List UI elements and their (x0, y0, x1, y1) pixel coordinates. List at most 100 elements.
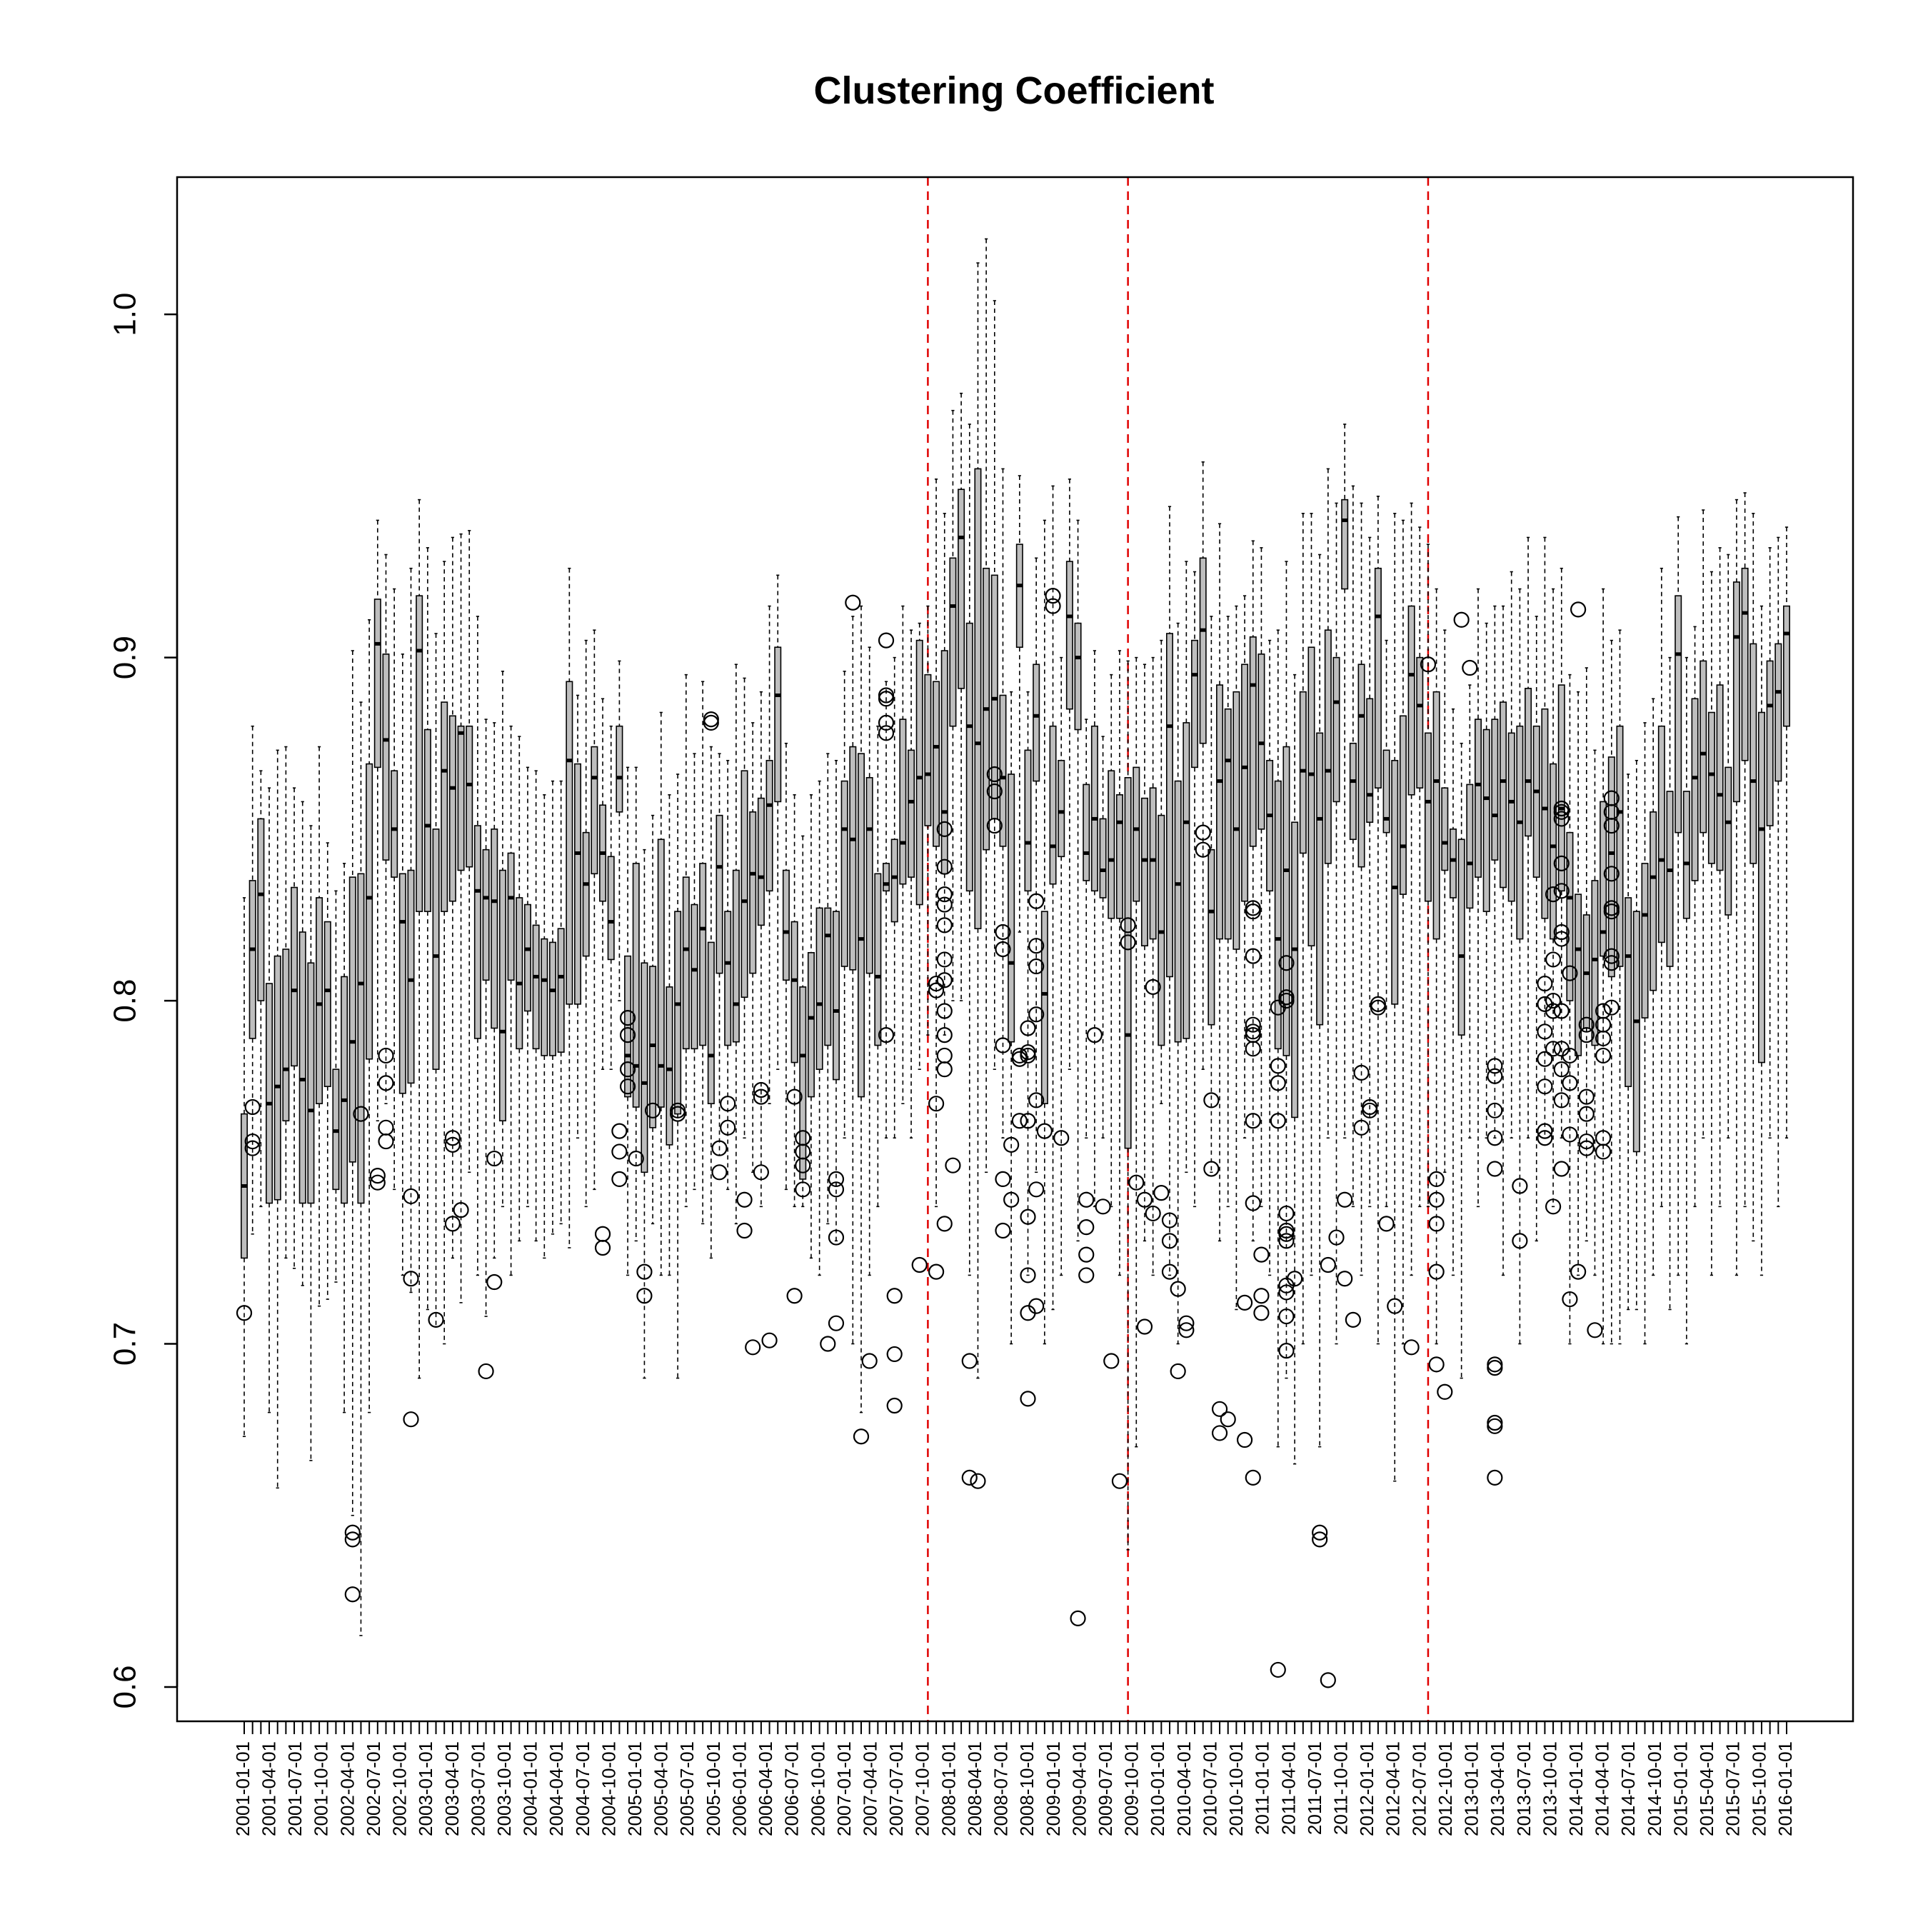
outlier-point (1178, 1322, 1195, 1338)
outlier-point (753, 1164, 769, 1181)
outlier-point (1128, 1174, 1145, 1191)
box-128 (1299, 513, 1307, 1345)
box-157 (1541, 536, 1549, 1139)
outlier-point (1203, 1161, 1220, 1177)
iqr-box (1291, 821, 1299, 1118)
iqr-box (790, 921, 798, 1063)
iqr-box (1657, 725, 1665, 944)
x-tick-label: 2011-04-01 (1277, 1741, 1299, 1835)
outlier-point (1245, 1023, 1261, 1040)
iqr-box (732, 869, 740, 1043)
iqr-box (1040, 911, 1048, 1105)
box-20 (398, 654, 406, 1276)
iqr-box (1316, 732, 1324, 1026)
x-tick-label: 2003-07-01 (467, 1741, 488, 1836)
outlier-point (753, 1081, 769, 1098)
outlier-point (444, 1216, 461, 1232)
outlier-point (1553, 924, 1570, 941)
box-27 (457, 533, 465, 1303)
iqr-box (441, 701, 448, 912)
iqr-box (965, 622, 973, 892)
iqr-box (940, 650, 948, 875)
x-tick-label: 2014-04-01 (1592, 1741, 1613, 1836)
iqr-box (974, 468, 982, 929)
x-axis: 2001-01-01 2001-04-01 2001-07-01 2001-10-01… (232, 1721, 1796, 1836)
outlier-point (1578, 1016, 1595, 1033)
box-79 (890, 656, 898, 1139)
iqr-box (298, 931, 306, 1204)
outlier-point (1537, 1130, 1553, 1146)
iqr-box (1500, 701, 1507, 889)
outlier-point (928, 975, 945, 992)
x-tick-label: 2007-10-01 (912, 1741, 933, 1836)
outlier-point (1136, 1191, 1153, 1208)
x-tick-label: 2004-07-01 (572, 1741, 593, 1836)
outlier-point (611, 1123, 628, 1139)
box-178 (1716, 547, 1724, 1208)
iqr-box (716, 814, 723, 974)
outlier-point (878, 691, 895, 707)
iqr-box (491, 829, 498, 1029)
box-40 (566, 567, 573, 1248)
box-142 (1416, 526, 1424, 1208)
iqr-box (1149, 787, 1157, 940)
outlier-point (369, 1167, 386, 1184)
iqr-box (498, 869, 506, 1122)
box-29 (473, 616, 481, 1276)
iqr-box (1191, 639, 1199, 769)
iqr-box (1357, 664, 1365, 868)
box-149 (1474, 588, 1482, 1208)
box-11 (323, 842, 331, 1300)
iqr-box (257, 818, 265, 1001)
x-tick-label: 2008-10-01 (1016, 1741, 1038, 1836)
outlier-point (1487, 1058, 1503, 1074)
outlier-point (1537, 1023, 1553, 1040)
box-108 (1133, 656, 1140, 1448)
outlier-point (1378, 1216, 1395, 1232)
x-tick-label: 2006-10-01 (807, 1741, 828, 1836)
outlier-point (1487, 1360, 1503, 1376)
box-106 (1115, 650, 1123, 1276)
box-133 (1341, 424, 1349, 1139)
y-tick-label: 0.8 (108, 978, 143, 1022)
outlier-point (1203, 1092, 1220, 1108)
outlier-point (1028, 938, 1045, 954)
box-75 (857, 605, 865, 1413)
outlier-point (1428, 1216, 1445, 1232)
box-69 (807, 794, 815, 1259)
box-7 (291, 787, 298, 1269)
box-2 (248, 725, 256, 1235)
iqr-box (1183, 722, 1190, 1039)
iqr-box (1641, 863, 1649, 1018)
iqr-box (1307, 646, 1315, 946)
outlier-point (1320, 1256, 1336, 1273)
outlier-point (378, 1119, 394, 1136)
outlier-point (1537, 1078, 1553, 1095)
outlier-point (961, 1353, 978, 1369)
box-53 (674, 774, 682, 1379)
outlier-point (878, 714, 895, 731)
box-14 (348, 650, 356, 1516)
outlier-point (936, 1027, 953, 1043)
iqr-box (1741, 567, 1749, 761)
outlier-point (1028, 958, 1045, 975)
outlier-point (820, 1336, 836, 1352)
iqr-box (591, 746, 598, 875)
box-137 (1374, 496, 1382, 1345)
box-136 (1366, 536, 1374, 1208)
x-tick-label: 2013-04-01 (1487, 1741, 1508, 1836)
box-54 (682, 674, 690, 1208)
box-8 (298, 801, 306, 1286)
iqr-box (557, 928, 565, 1053)
iqr-box (949, 557, 957, 727)
box-111 (1158, 639, 1165, 1104)
box-5 (273, 749, 281, 1489)
iqr-box (341, 976, 348, 1204)
box-100 (1065, 478, 1073, 1070)
outlier-point (861, 1353, 878, 1369)
outlier-point (1603, 866, 1620, 882)
iqr-box (1625, 897, 1632, 1087)
outliers (236, 588, 1620, 1688)
x-tick-label: 2003-10-01 (493, 1741, 515, 1836)
outlier-point (1562, 965, 1578, 981)
